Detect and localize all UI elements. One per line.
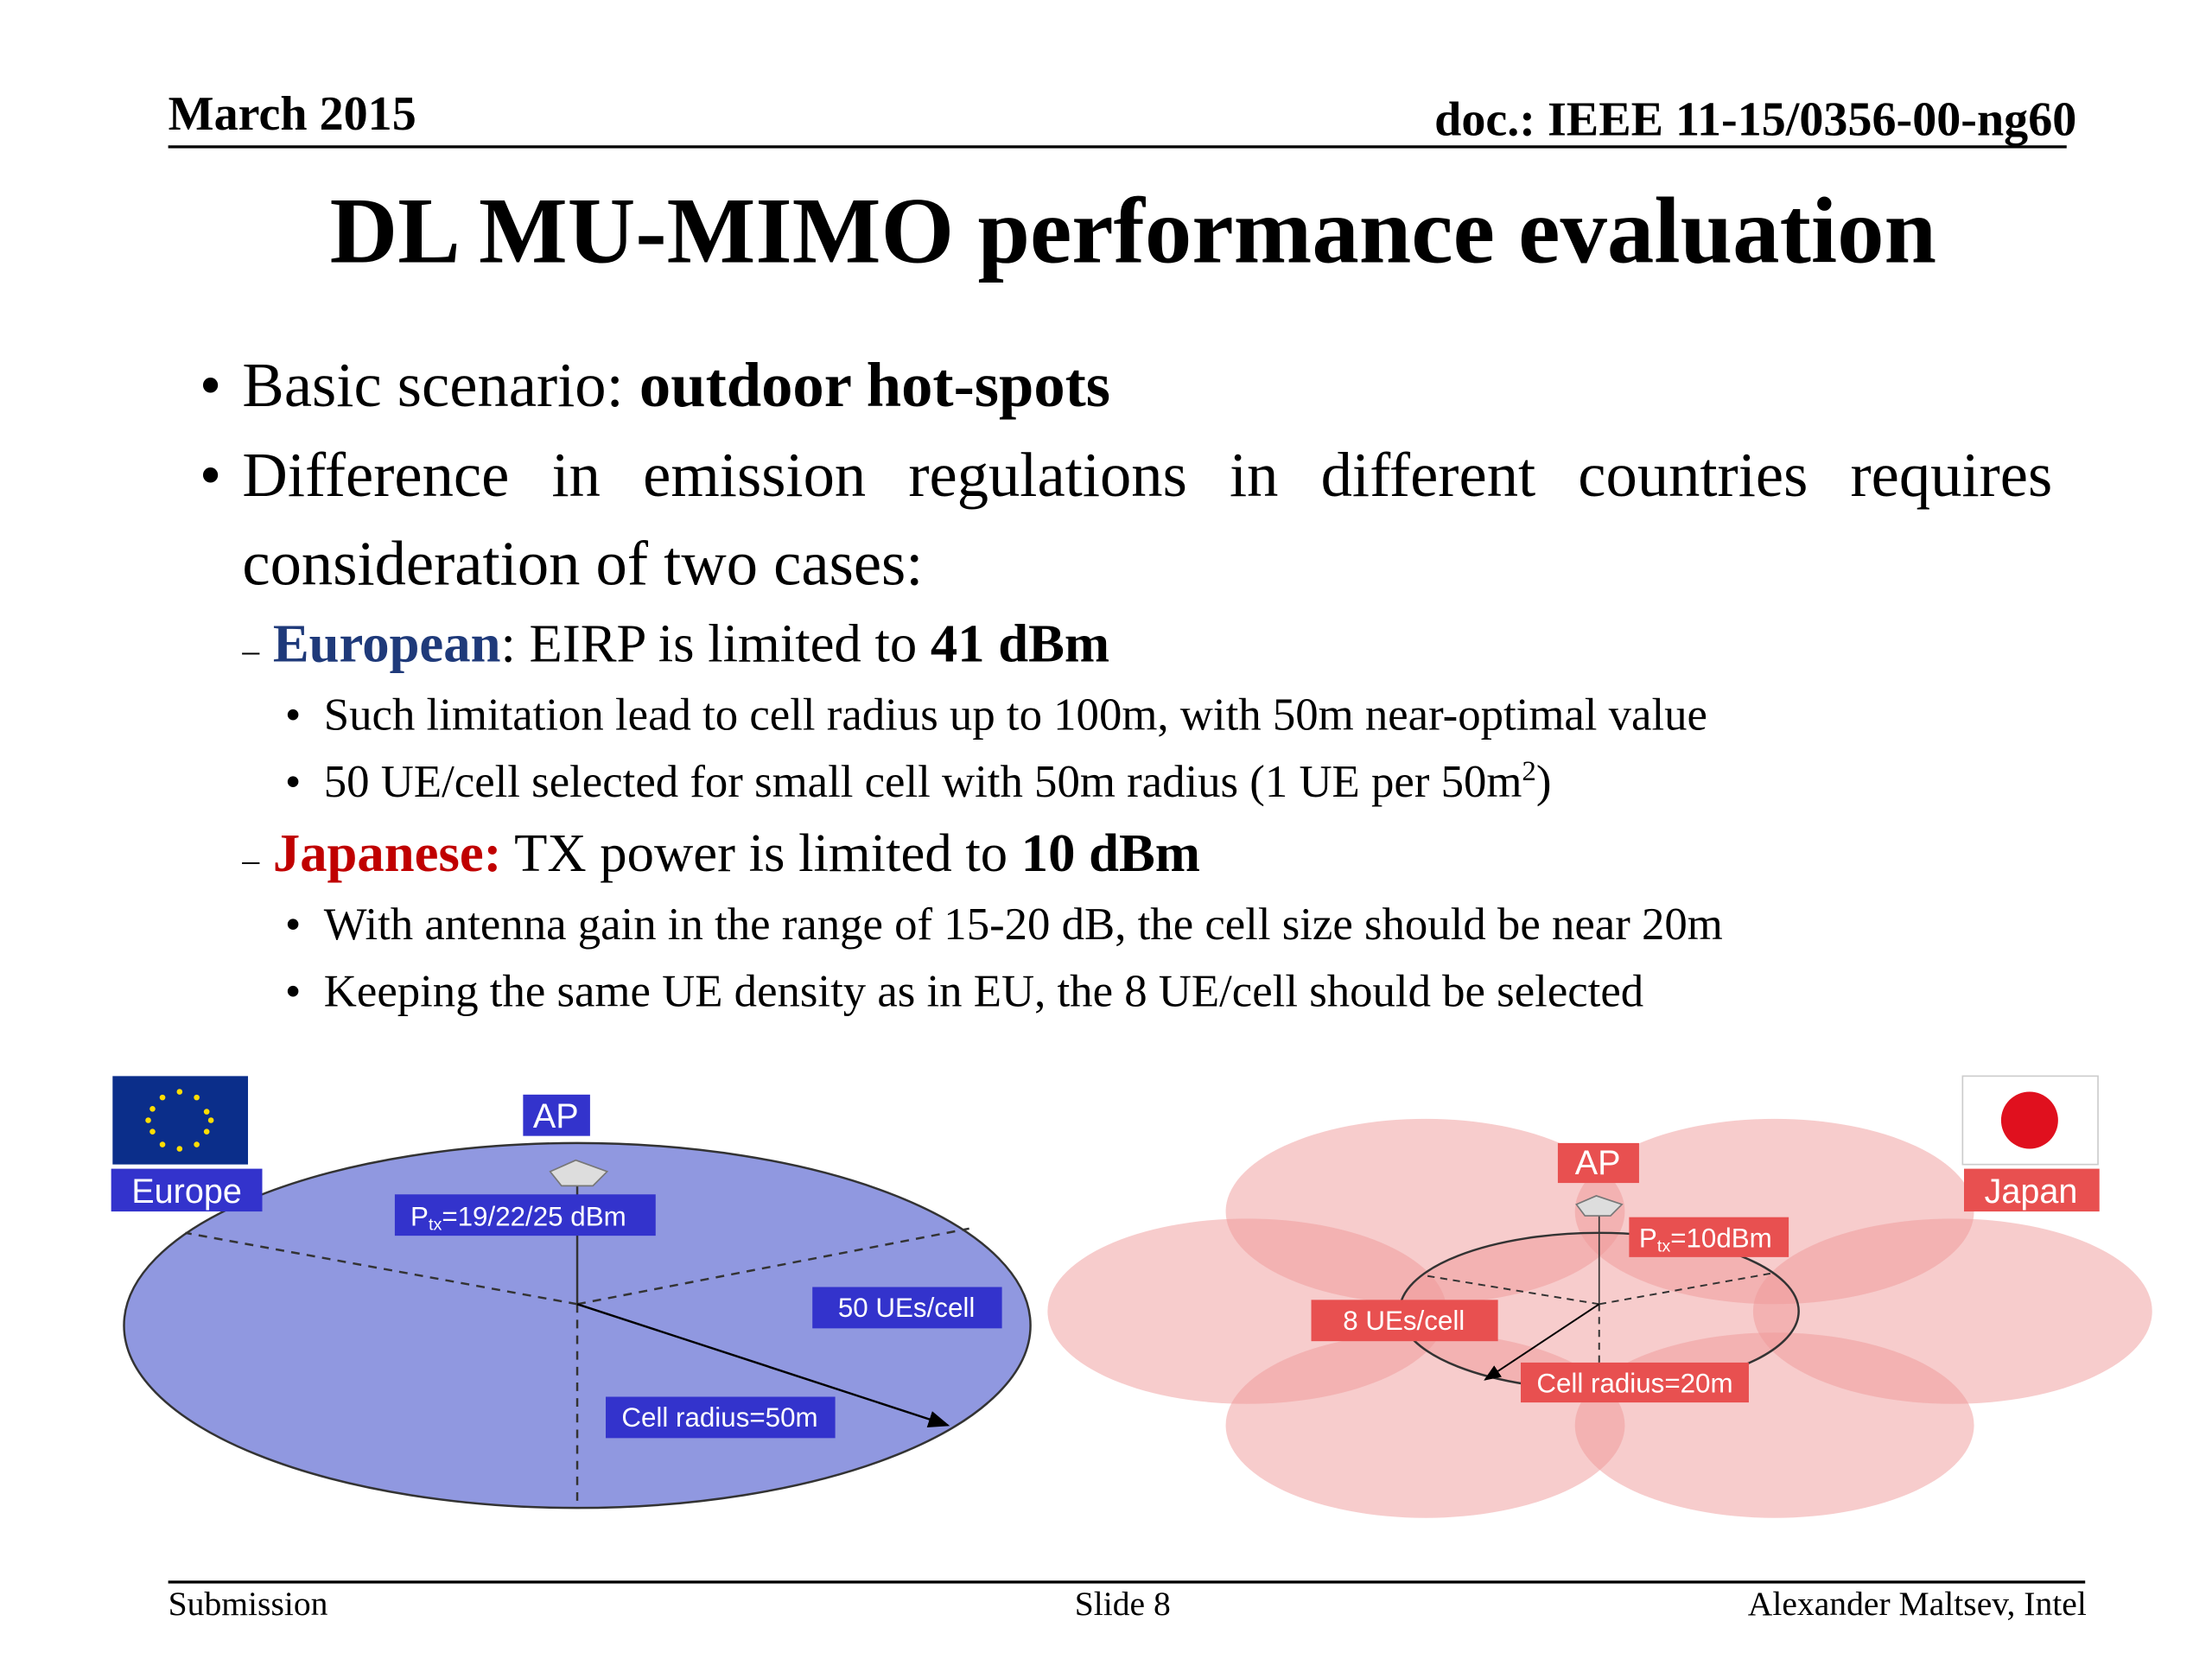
japan-diagram: Japan AP Ptx=10dBm 8 UEs/cell Cell radiu… xyxy=(1047,1075,2152,1518)
sub-bullet: – European: EIRP is limited to 41 dBm xyxy=(242,613,1110,675)
europe-diagram: Europe AP Ptx=19/22/25 dBm 50 UEs/cell C… xyxy=(111,1076,1032,1510)
text: =19/22/25 dBm xyxy=(442,1202,626,1232)
superscript: 2 xyxy=(1522,755,1536,788)
footer-left: Submission xyxy=(168,1586,328,1624)
ap-label: AP xyxy=(1575,1144,1621,1182)
lead: Japanese: xyxy=(272,823,502,884)
header-doc: doc.: IEEE 11-15/0356-00-ng60 xyxy=(1434,93,2077,147)
power-label: Ptx=19/22/25 dBm xyxy=(410,1202,626,1235)
text: P xyxy=(410,1202,429,1232)
text: Basic scenario: xyxy=(242,350,639,421)
text: Keeping the same UE density as in EU, th… xyxy=(323,964,1644,1017)
header-rule xyxy=(168,145,2067,149)
sub-sub-bullet: • 50 UE/cell selected for small cell wit… xyxy=(284,755,1552,807)
sub-bullet: – Japanese: TX power is limited to 10 dB… xyxy=(242,823,1201,884)
bold-text: 41 dBm xyxy=(930,613,1110,675)
header-date: March 2015 xyxy=(168,88,416,142)
ap-label: AP xyxy=(533,1097,579,1135)
text: tx xyxy=(1657,1236,1670,1255)
title: DL MU-MIMO performance evaluation xyxy=(329,179,1937,284)
footer-center: Slide 8 xyxy=(1074,1586,1171,1624)
bold-text: 10 dBm xyxy=(1020,823,1201,884)
bullet: • Difference in emission regulations in d… xyxy=(200,432,2052,609)
text: 50 UE/cell selected for small cell with … xyxy=(323,755,1522,807)
text: Difference in emission regulations in di… xyxy=(242,440,2053,599)
radius-label: Cell radius=50m xyxy=(621,1402,817,1433)
text: Such limitation lead to cell radius up t… xyxy=(323,688,1707,741)
region-label: Europe xyxy=(131,1173,242,1211)
bullet: • Basic scenario: outdoor hot-spots xyxy=(199,350,1111,421)
radius-label: Cell radius=20m xyxy=(1536,1369,1732,1399)
footer-right: Alexander Maltsev, Intel xyxy=(1747,1586,2087,1624)
text: =10dBm xyxy=(1670,1223,1772,1253)
bold-text: outdoor hot-spots xyxy=(639,350,1111,421)
text: With antenna gain in the range of 15-20 … xyxy=(323,898,1723,950)
text: P xyxy=(1639,1223,1657,1253)
footer-rule xyxy=(168,1580,2086,1584)
sub-sub-bullet: • With antenna gain in the range of 15-2… xyxy=(284,898,1723,950)
power-label: Ptx=10dBm xyxy=(1639,1223,1772,1255)
ues-label: 8 UEs/cell xyxy=(1343,1306,1465,1336)
text: ) xyxy=(1535,755,1552,807)
sub-sub-bullet: • Such limitation lead to cell radius up… xyxy=(284,688,1707,741)
region-label: Japan xyxy=(1985,1173,2078,1211)
text: : EIRP is limited to xyxy=(500,613,931,675)
lead: European xyxy=(272,613,501,675)
text: TX power is limited to xyxy=(501,823,1021,884)
sub-sub-bullet: • Keeping the same UE density as in EU, … xyxy=(284,964,1644,1017)
text: tx xyxy=(429,1216,442,1235)
ues-label: 50 UEs/cell xyxy=(838,1293,975,1323)
